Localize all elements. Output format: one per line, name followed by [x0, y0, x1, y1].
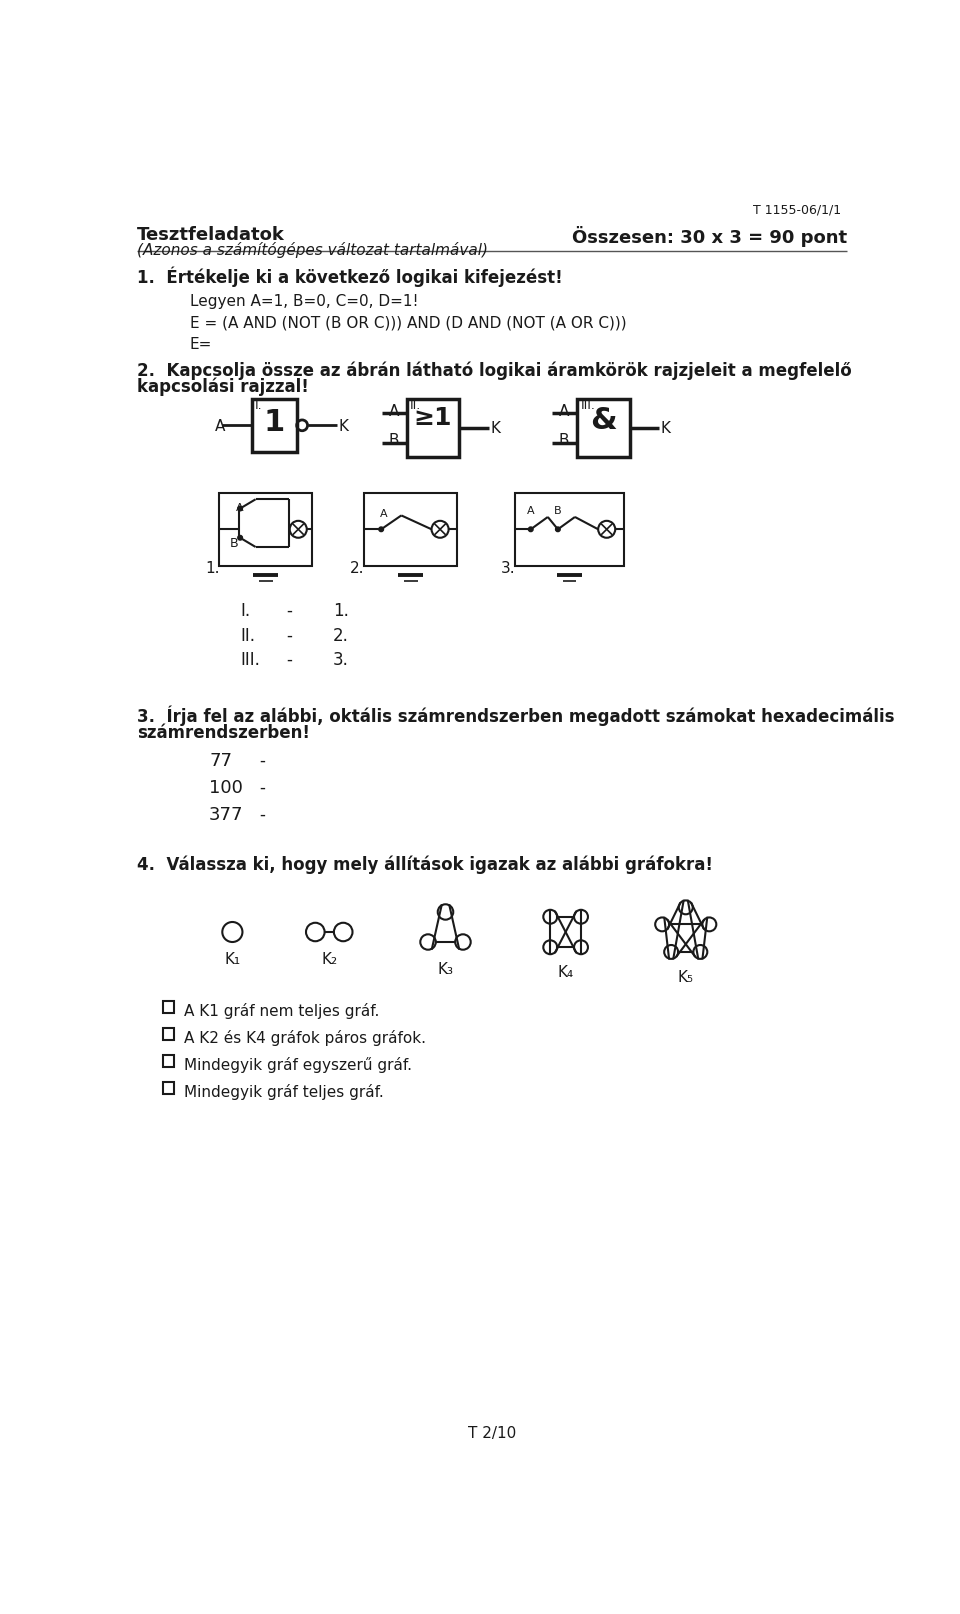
Text: K₅: K₅ [678, 970, 694, 985]
Text: (Azonos a számítógépes változat tartalmával): (Azonos a számítógépes változat tartalmá… [137, 242, 488, 257]
Bar [162, 1028, 175, 1039]
Text: Összesen: 30 x 3 = 90 pont: Összesen: 30 x 3 = 90 pont [572, 226, 847, 247]
Text: K: K [660, 421, 671, 436]
Text: K₁: K₁ [225, 952, 240, 967]
Text: 3.: 3. [501, 560, 516, 576]
Text: K₄: K₄ [558, 965, 574, 980]
Text: A K2 és K4 gráfok páros gráfok.: A K2 és K4 gráfok páros gráfok. [183, 1030, 425, 1046]
Text: K₃: K₃ [438, 962, 453, 976]
Text: &: & [590, 407, 617, 436]
Text: -: - [287, 626, 293, 644]
Bar [407, 400, 460, 458]
Text: 1.: 1. [333, 602, 349, 620]
Text: T 1155-06/1/1: T 1155-06/1/1 [753, 203, 841, 216]
Circle shape [556, 528, 561, 533]
Text: 77: 77 [209, 752, 232, 770]
Text: II.: II. [410, 399, 421, 412]
Circle shape [238, 536, 243, 541]
Text: A: A [389, 404, 399, 418]
Circle shape [379, 528, 383, 533]
Text: 2.  Kapcsolja össze az ábrán látható logikai áramkörök rajzjeleit a megfelelő: 2. Kapcsolja össze az ábrán látható logi… [137, 362, 852, 379]
Text: 377: 377 [209, 805, 244, 823]
Text: -: - [259, 752, 265, 770]
Text: A: A [235, 502, 243, 512]
Text: kapcsolási rajzzal!: kapcsolási rajzzal! [137, 376, 309, 395]
Text: E=: E= [190, 337, 212, 352]
Text: 4.  Válassza ki, hogy mely állítások igazak az alábbi gráfokra!: 4. Válassza ki, hogy mely állítások igaz… [137, 855, 713, 873]
Text: I.: I. [240, 602, 251, 620]
Text: -: - [259, 805, 265, 823]
Text: ≥1: ≥1 [414, 407, 452, 429]
Text: I.: I. [254, 399, 262, 412]
Text: A: A [214, 418, 225, 434]
Bar [162, 1056, 175, 1067]
Text: II.: II. [240, 626, 255, 644]
Text: -: - [287, 650, 293, 668]
Text: 3.: 3. [333, 650, 349, 668]
Text: 100: 100 [209, 778, 243, 796]
Text: 1.: 1. [205, 560, 220, 576]
Text: 1: 1 [264, 408, 285, 437]
Text: A: A [379, 508, 387, 518]
Bar [577, 400, 630, 458]
Text: 2.: 2. [333, 626, 349, 644]
Text: A K1 gráf nem teljes gráf.: A K1 gráf nem teljes gráf. [183, 1002, 379, 1018]
Text: B: B [559, 433, 569, 449]
Text: A: A [559, 404, 569, 418]
Bar [364, 494, 457, 567]
Text: Tesztfeladatok: Tesztfeladatok [137, 226, 285, 244]
Text: A: A [527, 505, 535, 515]
Text: Legyen A=1, B=0, C=0, D=1!: Legyen A=1, B=0, C=0, D=1! [190, 294, 419, 308]
Text: 2.: 2. [350, 560, 365, 576]
Text: számrendszerben!: számrendszerben! [137, 723, 310, 741]
Text: B: B [389, 433, 399, 449]
Text: B: B [554, 505, 562, 515]
Text: -: - [259, 778, 265, 796]
Text: 3.  Írja fel az alábbi, oktális számrendszerben megadott számokat hexadecimális: 3. Írja fel az alábbi, oktális számrends… [137, 705, 895, 726]
Text: K: K [491, 421, 500, 436]
Text: Mindegyik gráf teljes gráf.: Mindegyik gráf teljes gráf. [183, 1083, 383, 1099]
Circle shape [528, 528, 533, 533]
Bar [516, 494, 624, 567]
Text: 1.  Értékelje ki a következő logikai kifejezést!: 1. Értékelje ki a következő logikai kife… [137, 266, 563, 287]
Text: -: - [287, 602, 293, 620]
Bar [162, 1002, 175, 1014]
Bar [162, 1083, 175, 1094]
Text: K₂: K₂ [322, 952, 337, 967]
Text: III.: III. [581, 399, 595, 412]
Text: K: K [339, 418, 348, 434]
Circle shape [238, 507, 243, 512]
Text: Mindegyik gráf egyszerű gráf.: Mindegyik gráf egyszerű gráf. [183, 1056, 412, 1072]
Text: III.: III. [240, 650, 260, 668]
Bar [252, 400, 297, 452]
Text: B: B [229, 537, 238, 550]
Text: E = (A AND (NOT (B OR C))) AND (D AND (NOT (A OR C))): E = (A AND (NOT (B OR C))) AND (D AND (N… [190, 315, 626, 331]
Text: T 2/10: T 2/10 [468, 1425, 516, 1440]
Bar [219, 494, 312, 567]
